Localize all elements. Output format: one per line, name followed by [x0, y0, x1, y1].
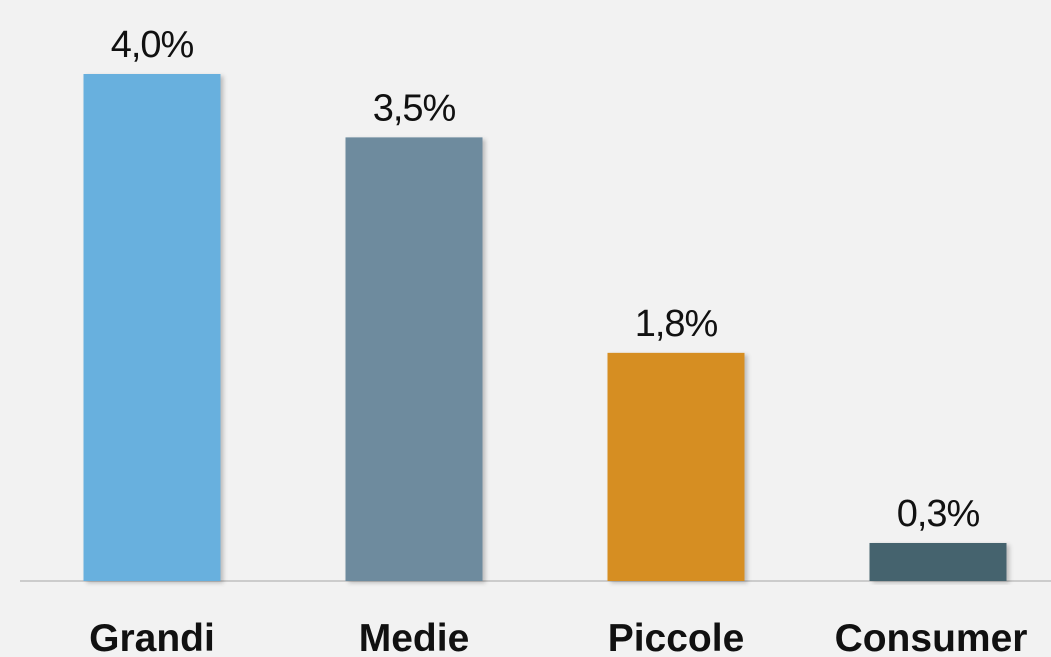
bar-piccole [607, 352, 745, 581]
bars-group [83, 74, 1007, 581]
bar-consumer [869, 542, 1007, 581]
value-label-piccole: 1,8% [635, 303, 718, 345]
category-label-consumer: Consumer [835, 617, 1028, 657]
value-label-consumer: 0,3% [897, 493, 980, 535]
bar-grandi [83, 74, 221, 581]
category-label-medie: Medie [359, 617, 470, 657]
category-label-piccole: Piccole [608, 617, 745, 657]
value-label-grandi: 4,0% [111, 24, 194, 66]
category-label-grandi: Grandi [89, 617, 215, 657]
bar-medie [345, 137, 483, 581]
value-label-medie: 3,5% [373, 87, 456, 129]
category-labels-group: Grandi Medie Piccole Consumer [89, 617, 1027, 657]
value-labels-group: 4,0% 3,5% 1,8% 0,3% [111, 24, 981, 535]
